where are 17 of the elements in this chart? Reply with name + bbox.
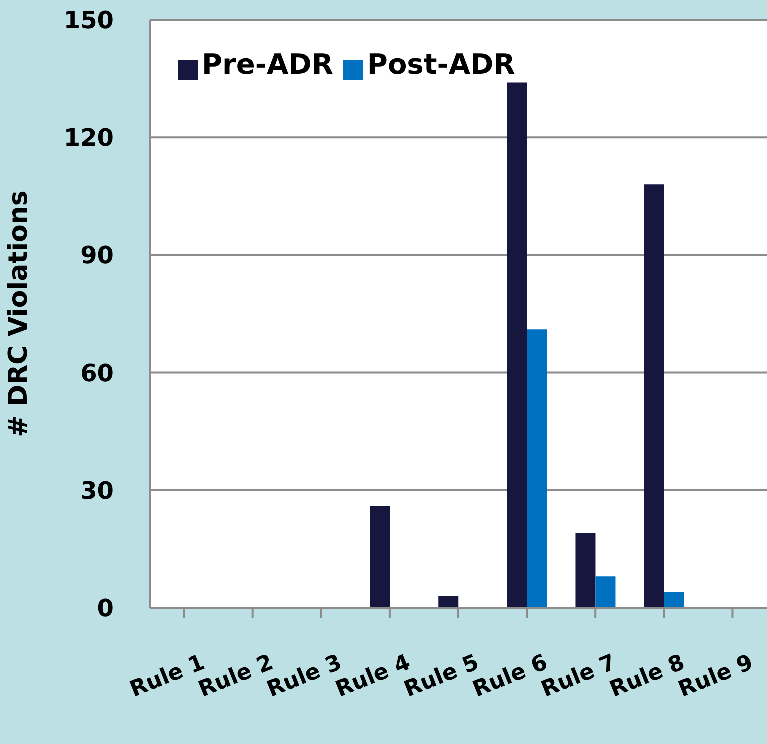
bar	[438, 596, 459, 608]
y-tick-label: 150	[64, 6, 114, 35]
legend-label: Pre-ADR	[202, 48, 334, 81]
bar	[664, 592, 684, 608]
legend-label: Post-ADR	[367, 48, 516, 81]
y-axis-title: # DRC Violations	[4, 190, 34, 438]
bar	[507, 82, 528, 608]
y-tick-label: 120	[64, 124, 114, 152]
bar	[370, 506, 390, 608]
bar	[596, 576, 616, 608]
bar	[644, 184, 664, 608]
y-tick-label: 0	[97, 594, 114, 623]
y-tick-label: 30	[80, 476, 114, 505]
y-tick-label: 90	[80, 242, 114, 270]
bar	[527, 330, 548, 608]
bar	[576, 534, 596, 608]
y-tick-label: 60	[80, 359, 114, 388]
